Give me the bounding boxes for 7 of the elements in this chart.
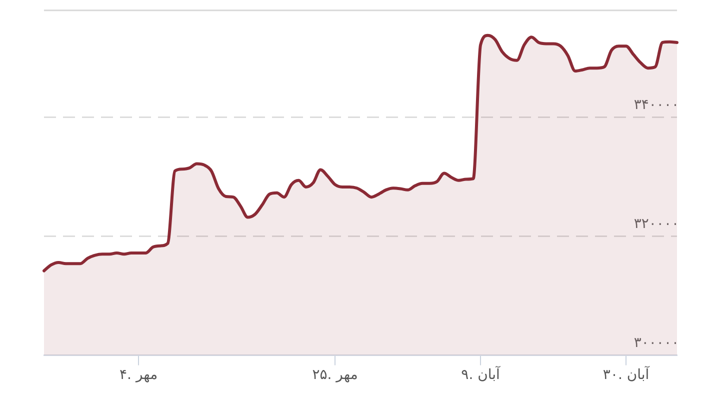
y-tick-label: ۳۴۰۰۰۰ <box>634 97 679 114</box>
y-tick-label: ۳۲۰۰۰۰ <box>634 216 679 232</box>
y-tick-label: ۳۰۰۰۰۰ <box>634 334 679 351</box>
x-tick-label: ۳۰. آبان <box>602 365 650 384</box>
x-tick-label: ۹. آبان <box>461 365 502 384</box>
x-tick-label: ۲۵. مهر <box>312 367 358 384</box>
x-tick-label: ۴. مهر <box>120 367 158 384</box>
